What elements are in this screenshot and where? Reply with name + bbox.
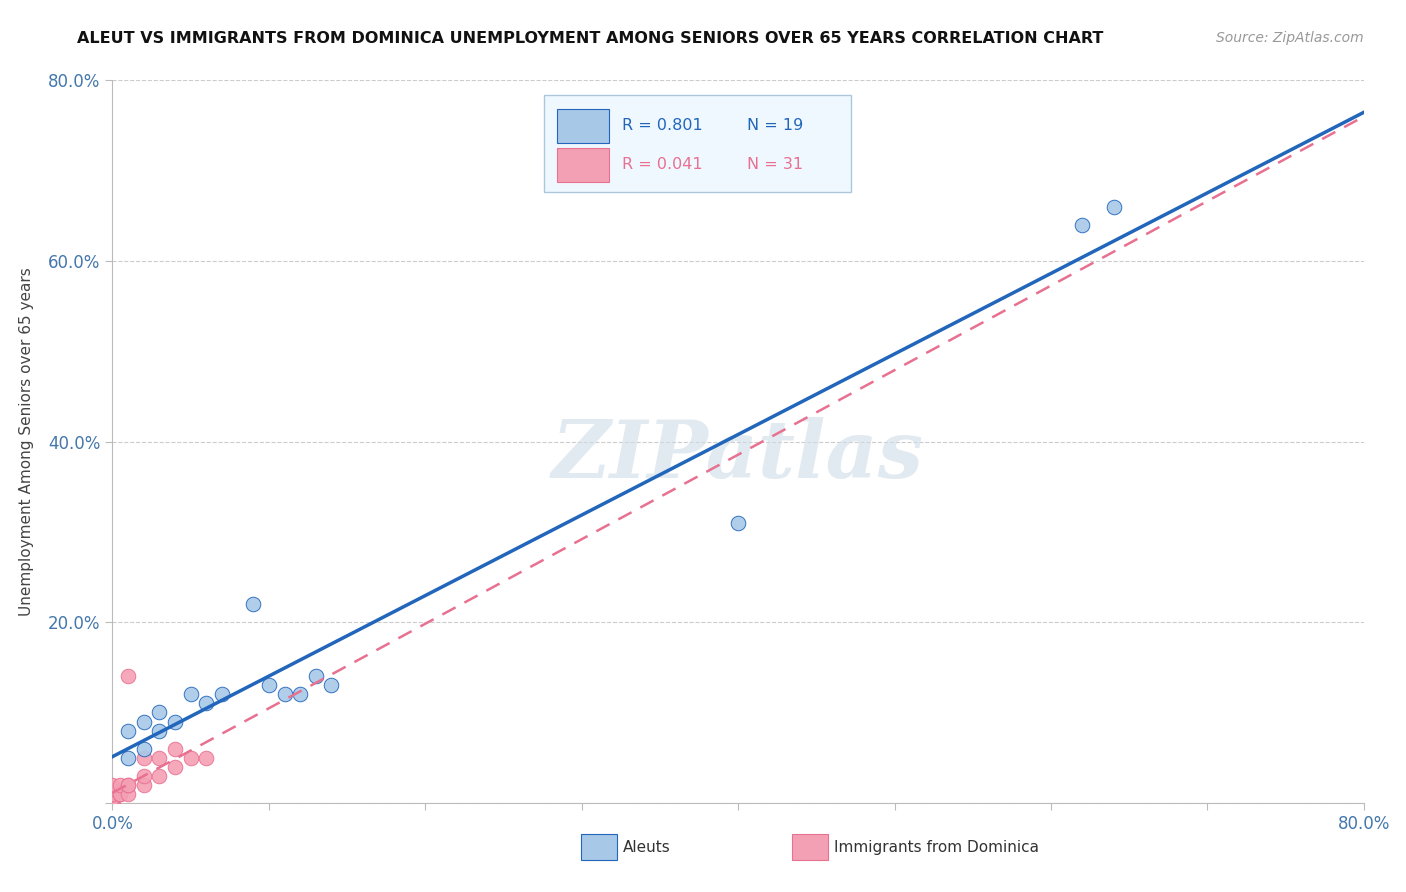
Point [101, 787, 124, 801]
Point [101, 791, 124, 805]
Text: Source: ZipAtlas.com: Source: ZipAtlas.com [1216, 31, 1364, 45]
Point [101, 796, 124, 810]
Point [101, 782, 124, 797]
Point [195, 750, 218, 764]
Point [117, 669, 139, 683]
Point [321, 678, 343, 692]
Point [211, 687, 233, 701]
Text: Immigrants from Dominica: Immigrants from Dominica [834, 840, 1039, 855]
Text: ALEUT VS IMMIGRANTS FROM DOMINICA UNEMPLOYMENT AMONG SENIORS OVER 65 YEARS CORRE: ALEUT VS IMMIGRANTS FROM DOMINICA UNEMPL… [77, 31, 1104, 46]
Point [101, 787, 124, 801]
Point [110, 778, 132, 792]
Point [101, 787, 124, 801]
Point [148, 723, 170, 738]
Point [117, 787, 139, 801]
Text: Aleuts: Aleuts [623, 840, 671, 855]
Point [101, 796, 124, 810]
Point [110, 787, 132, 801]
Point [290, 687, 312, 701]
Point [132, 741, 155, 756]
FancyBboxPatch shape [557, 147, 609, 182]
Point [117, 778, 139, 792]
Point [101, 796, 124, 810]
Point [1071, 218, 1094, 232]
Y-axis label: Unemployment Among Seniors over 65 years: Unemployment Among Seniors over 65 years [20, 268, 34, 615]
Point [117, 723, 139, 738]
Point [163, 741, 186, 756]
Point [273, 687, 295, 701]
Point [195, 697, 218, 711]
Point [148, 750, 170, 764]
Point [257, 678, 280, 692]
Point [148, 706, 170, 720]
Point [117, 750, 139, 764]
Point [242, 597, 264, 611]
Point [180, 750, 202, 764]
Text: R = 0.801: R = 0.801 [621, 119, 703, 134]
Point [1102, 200, 1125, 214]
Text: ZIPatlas: ZIPatlas [553, 417, 924, 495]
Point [110, 787, 132, 801]
Point [117, 778, 139, 792]
Point [101, 796, 124, 810]
Point [132, 750, 155, 764]
Point [305, 669, 328, 683]
Point [101, 796, 124, 810]
Point [148, 769, 170, 783]
Point [132, 714, 155, 729]
Point [101, 796, 124, 810]
Point [101, 796, 124, 810]
FancyBboxPatch shape [557, 109, 609, 144]
FancyBboxPatch shape [544, 95, 851, 193]
Text: R = 0.041: R = 0.041 [621, 158, 703, 172]
Point [163, 714, 186, 729]
Point [101, 796, 124, 810]
Text: N = 19: N = 19 [747, 119, 803, 134]
Text: N = 31: N = 31 [747, 158, 803, 172]
Point [101, 791, 124, 805]
Point [163, 760, 186, 774]
Point [132, 769, 155, 783]
Point [101, 778, 124, 792]
Point [132, 778, 155, 792]
Point [180, 687, 202, 701]
Point [727, 516, 749, 530]
